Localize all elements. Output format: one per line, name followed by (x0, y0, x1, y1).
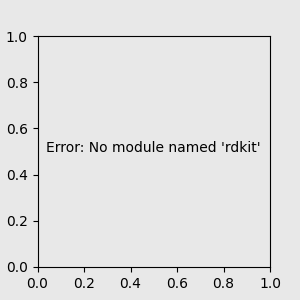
Text: Error: No module named 'rdkit': Error: No module named 'rdkit' (46, 140, 261, 154)
